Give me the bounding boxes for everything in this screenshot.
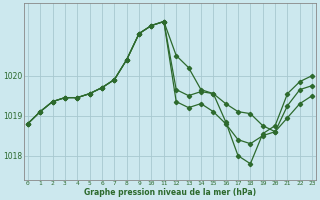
X-axis label: Graphe pression niveau de la mer (hPa): Graphe pression niveau de la mer (hPa) <box>84 188 256 197</box>
